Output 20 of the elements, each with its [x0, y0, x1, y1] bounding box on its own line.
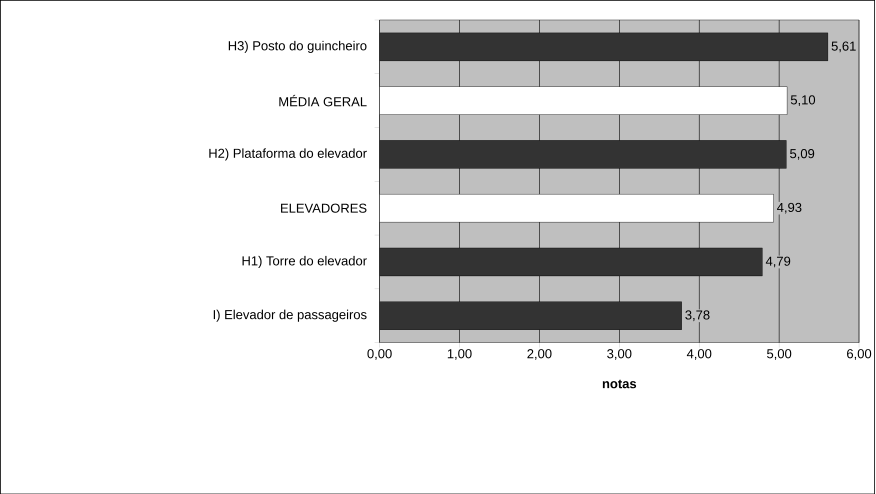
data-label: 4,93: [777, 202, 802, 214]
y-tick-label: I) Elevador de passageiros: [214, 309, 367, 322]
y-tick-label: MÉDIA GERAL: [279, 94, 367, 106]
x-tick-label: 2,00: [527, 348, 552, 360]
x-tick-label: 0,00: [367, 348, 392, 360]
x-tick-label: 4,00: [686, 348, 712, 360]
x-tick-label: 3,00: [607, 348, 632, 360]
data-label: 4,79: [766, 256, 790, 268]
x-axis-title: notas: [602, 379, 636, 388]
y-tick-label: H1) Torre do elevador: [242, 256, 367, 268]
x-tick-label: 1,00: [448, 348, 472, 360]
y-tick-label: H3) Posto do guincheiro: [228, 40, 366, 53]
data-label: 5,09: [790, 148, 814, 160]
data-label: 5,61: [832, 41, 856, 52]
x-tick-label: 6,00: [847, 348, 872, 360]
data-label: 3,78: [685, 310, 710, 321]
y-tick-label: ELEVADORES: [281, 203, 366, 213]
data-label: 5,10: [790, 95, 816, 106]
x-tick-label: 5,00: [767, 348, 792, 360]
y-tick-label: H2) Plataforma do elevador: [209, 148, 367, 160]
